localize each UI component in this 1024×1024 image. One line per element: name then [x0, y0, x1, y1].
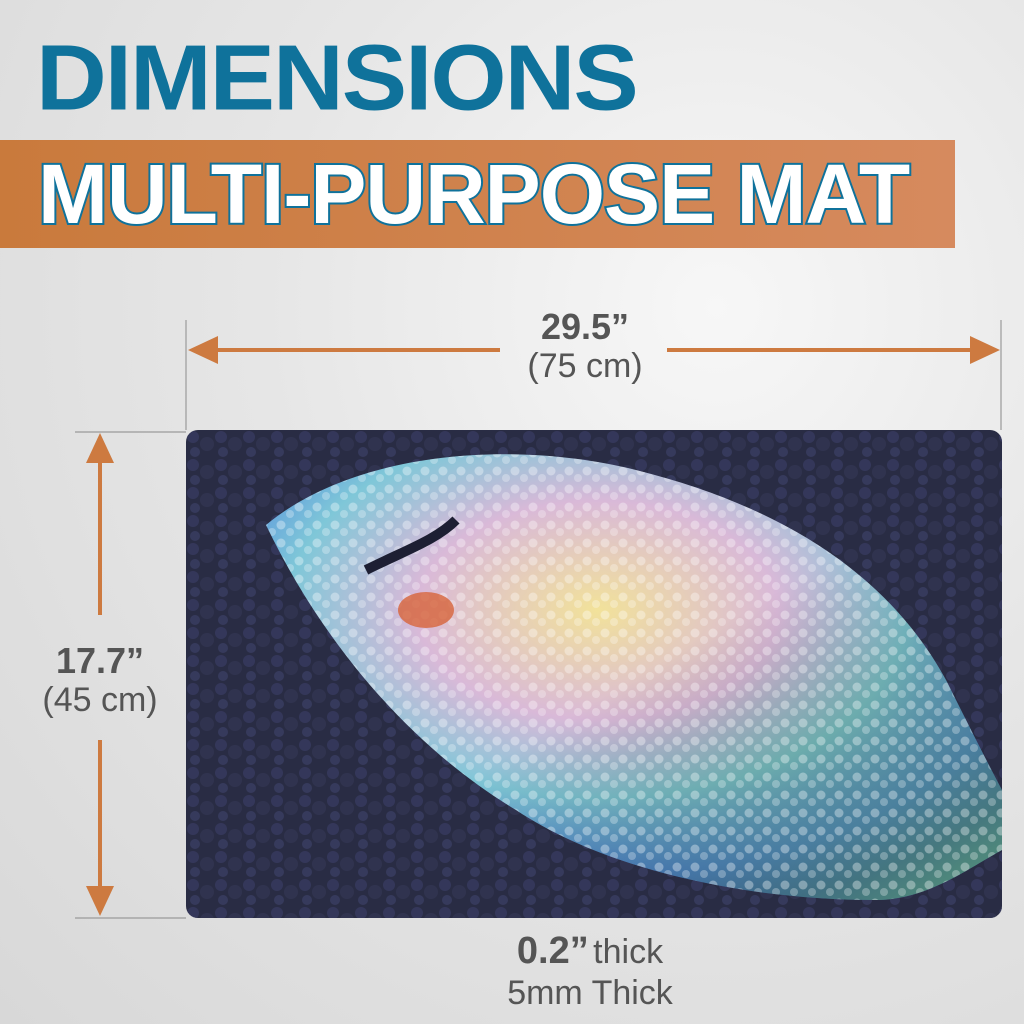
width-inches: 29.5” [540, 306, 630, 347]
width-label: 29.5” (75 cm) [505, 306, 665, 386]
thickness-suffix: thick [593, 933, 664, 971]
width-cm: (75 cm) [527, 347, 643, 386]
banner-title: MULTI-PURPOSE MAT [36, 147, 912, 241]
page-title: DIMENSIONS [36, 24, 639, 130]
thickness-inches: 0.2” [516, 930, 589, 972]
thickness-label: 0.2” thick 5mm Thick [470, 930, 710, 1013]
mosaic-fish-artwork [186, 430, 1002, 918]
arrowhead-up-icon [86, 433, 114, 463]
height-cm: (45 cm) [42, 681, 158, 720]
arrowhead-right-icon [970, 336, 1000, 364]
banner [0, 140, 955, 248]
height-label: 17.7” (45 cm) [20, 640, 180, 720]
mat-image [186, 430, 1002, 918]
thickness-mm: 5mm Thick [507, 973, 673, 1012]
height-inches: 17.7” [55, 640, 145, 681]
arrowhead-left-icon [188, 336, 218, 364]
arrowhead-down-icon [86, 886, 114, 916]
